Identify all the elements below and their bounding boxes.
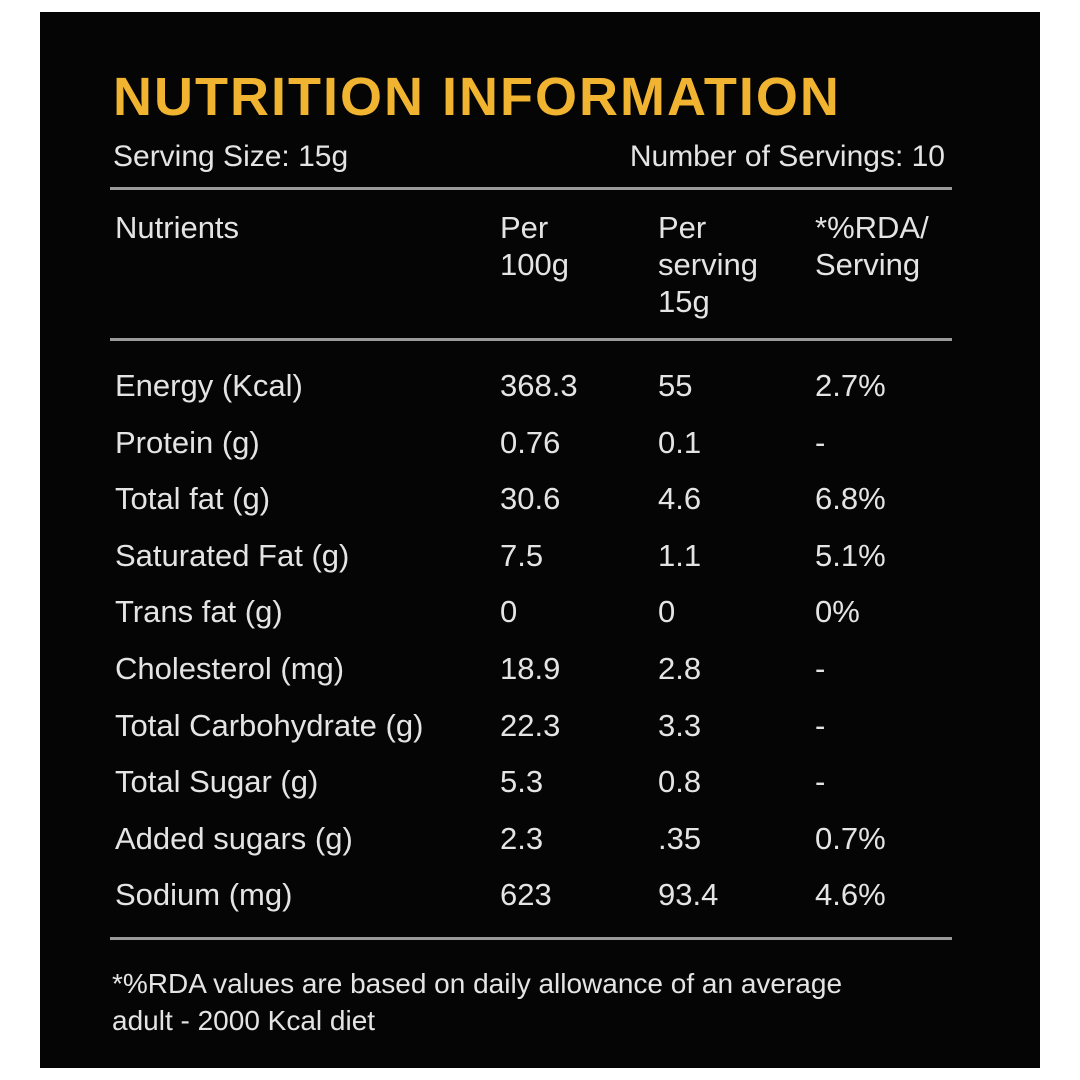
table-cell: 22.3	[500, 707, 561, 743]
header-cell: serving	[658, 247, 758, 282]
table-cell: -	[815, 707, 826, 743]
table-cell: 368.3	[500, 368, 578, 403]
table-cell: 4.6%	[815, 877, 886, 913]
table-cell: 55	[658, 368, 693, 403]
table-cell: Total Sugar (g)	[115, 764, 319, 800]
table-cell: 0.7%	[815, 820, 886, 856]
header-cell: *%RDA/	[815, 210, 929, 245]
header-cell: 15g	[658, 284, 710, 319]
nutrition-panel: NUTRITION INFORMATION Serving Size: 15g …	[40, 12, 1040, 1068]
header-cell: Serving	[815, 247, 921, 282]
table-cell: Energy (Kcal)	[115, 368, 303, 403]
table-cell: -	[815, 424, 826, 460]
table-cell: Total fat (g)	[115, 481, 271, 517]
number-of-servings: Number of Servings: 10	[629, 140, 945, 173]
divider	[110, 338, 952, 341]
footnote: adult - 2000 Kcal diet	[112, 1005, 376, 1036]
table-cell: 0.76	[500, 424, 561, 460]
header-cell: Per	[500, 210, 549, 245]
table-cell: 4.6	[658, 481, 702, 517]
table-cell: 93.4	[658, 877, 719, 913]
footnote: *%RDA values are based on daily allowanc…	[112, 968, 843, 999]
table-cell: 18.9	[500, 651, 561, 686]
table-cell: 2.8	[658, 651, 702, 686]
divider	[110, 937, 952, 940]
table-cell: .35	[658, 820, 702, 856]
table-cell: 0	[500, 594, 518, 630]
table-cell: -	[815, 764, 826, 800]
header-cell: 100g	[500, 247, 569, 282]
table-cell: Saturated Fat (g)	[115, 537, 350, 573]
table-cell: Added sugars (g)	[115, 820, 353, 856]
table-cell: Cholesterol (mg)	[115, 651, 345, 686]
table-cell: 0	[658, 594, 676, 630]
table-cell: Protein (g)	[115, 424, 260, 460]
table-cell: 5.1%	[815, 537, 886, 573]
table-cell: 6.8%	[815, 481, 886, 517]
divider	[110, 187, 952, 190]
table-cell: 3.3	[658, 707, 702, 743]
table-cell: 1.1	[658, 537, 702, 573]
table-cell: 7.5	[500, 537, 544, 573]
table-cell: -	[815, 651, 826, 686]
table-cell: Trans fat (g)	[115, 594, 283, 630]
table-cell: 623	[500, 877, 552, 913]
title: NUTRITION INFORMATION	[113, 67, 841, 127]
table-cell: 5.3	[500, 764, 544, 800]
table-cell: 0.1	[658, 424, 702, 460]
table-cell: 30.6	[500, 481, 561, 517]
header-cell: Nutrients	[115, 210, 240, 245]
table-cell: Total Carbohydrate (g)	[115, 707, 424, 743]
table-cell: 0.8	[658, 764, 702, 800]
table-cell: 2.7%	[815, 368, 886, 403]
table-cell: Sodium (mg)	[115, 877, 293, 913]
table-cell: 0%	[815, 594, 860, 630]
table-cell: 2.3	[500, 820, 544, 856]
header-cell: Per	[658, 210, 707, 245]
serving-size: Serving Size: 15g	[113, 140, 349, 173]
